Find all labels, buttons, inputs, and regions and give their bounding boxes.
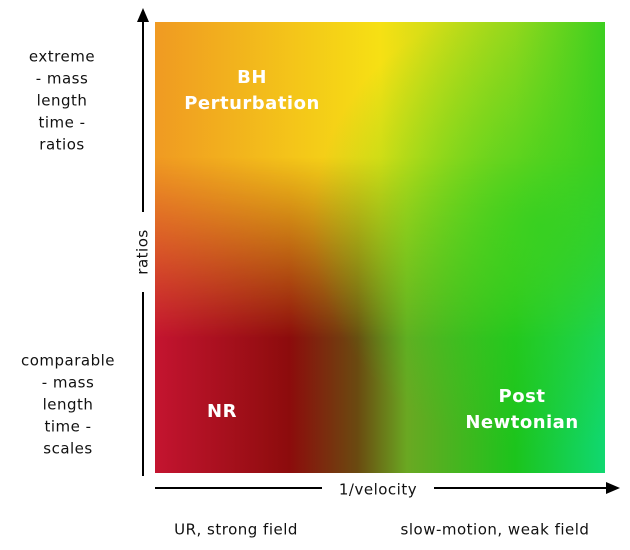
y-top-label: length bbox=[37, 92, 88, 110]
y-label-bg bbox=[131, 212, 155, 292]
y-top-label: - mass bbox=[36, 70, 89, 88]
y-top-label: extreme bbox=[29, 48, 95, 66]
y-top-label: ratios bbox=[39, 136, 84, 154]
x-right-label: slow-motion, weak field bbox=[401, 521, 590, 539]
x-axis-label: 1/velocity bbox=[339, 481, 417, 499]
y-arrow bbox=[137, 8, 149, 22]
x-arrow bbox=[606, 482, 620, 494]
y-bottom-label: comparable bbox=[21, 352, 115, 370]
x-label-bg bbox=[322, 478, 434, 500]
region-label: NR bbox=[207, 401, 237, 422]
x-left-label: UR, strong field bbox=[174, 521, 298, 539]
generated-labels: extreme - mass length time - ratios comparabl… bbox=[21, 48, 578, 458]
region-label: Newtonian bbox=[465, 412, 578, 433]
region-label: Perturbation bbox=[184, 93, 320, 114]
y-bottom-label: length bbox=[43, 396, 94, 414]
y-axis-label: ratios bbox=[134, 229, 152, 274]
y-top-label: time - bbox=[38, 114, 85, 132]
y-bottom-label: - mass bbox=[42, 374, 95, 392]
y-bottom-label: scales bbox=[43, 440, 92, 458]
region-label: BH bbox=[237, 67, 267, 88]
region-label: Post bbox=[499, 386, 546, 407]
regime-map-green bbox=[155, 22, 605, 473]
y-bottom-label: time - bbox=[44, 418, 91, 436]
